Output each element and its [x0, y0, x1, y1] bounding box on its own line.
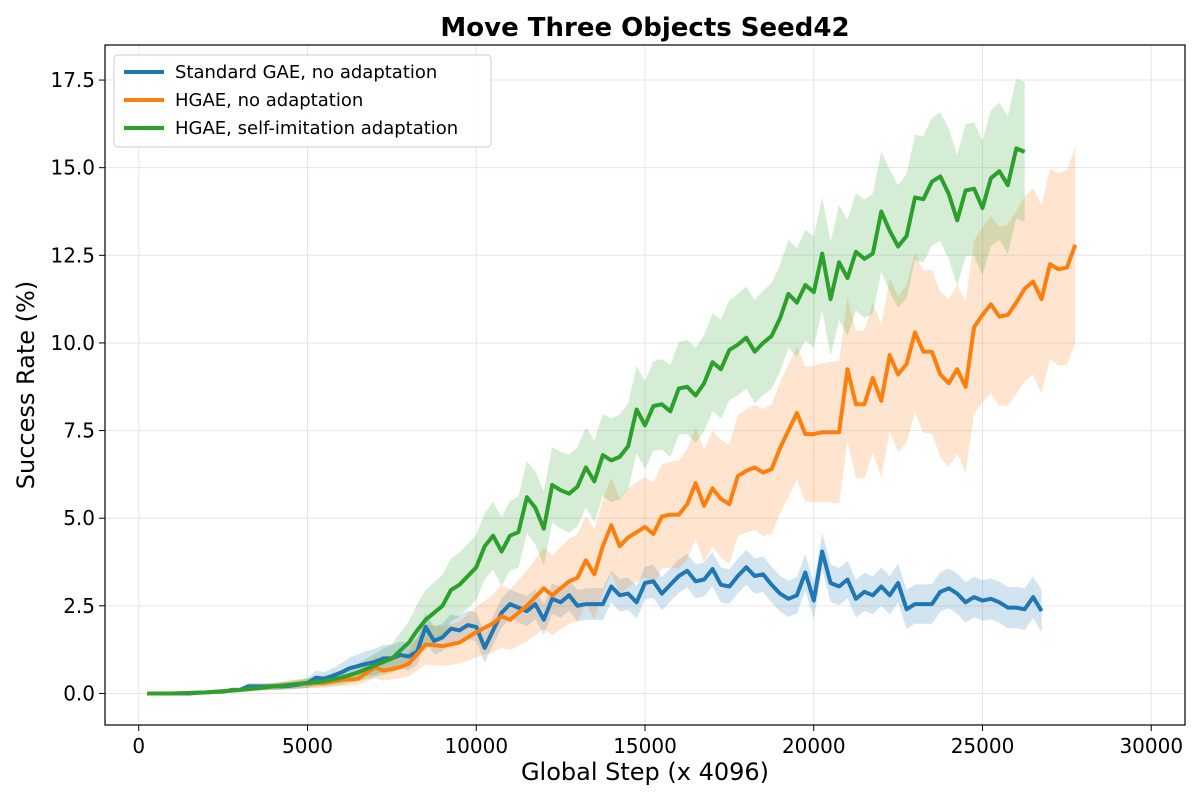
x-axis-label: Global Step (x 4096): [521, 758, 769, 786]
y-tick-label: 15.0: [50, 156, 95, 180]
x-tick-label: 0: [132, 734, 145, 758]
legend: Standard GAE, no adaptation HGAE, no ada…: [113, 54, 492, 148]
x-tick-label: 15000: [613, 734, 677, 758]
x-tick-label: 5000: [282, 734, 333, 758]
series-line-hgae: [147, 244, 1078, 696]
series-lines: [147, 146, 1078, 696]
x-axis-ticks: 0 5000 10000 15000 20000 25000 30000: [132, 725, 1183, 758]
y-axis-label: Success Rate (%): [12, 281, 40, 489]
x-tick-label: 30000: [1119, 734, 1183, 758]
band-hgae-self-imitation: [147, 78, 1025, 694]
band-hgae: [147, 146, 1076, 694]
y-tick-label: 7.5: [63, 419, 95, 443]
x-tick-label: 20000: [782, 734, 846, 758]
y-axis-ticks: 0.0 2.5 5.0 7.5 10.0 12.5 15.0 17.5: [50, 68, 105, 705]
y-tick-label: 2.5: [63, 594, 95, 618]
legend-label-hgae: HGAE, no adaptation: [175, 90, 363, 111]
legend-label-hgae-self-imitation: HGAE, self-imitation adaptation: [175, 118, 458, 139]
legend-box: [113, 54, 492, 148]
chart-title: Move Three Objects Seed42: [440, 13, 849, 43]
y-tick-label: 10.0: [50, 331, 95, 355]
y-tick-label: 12.5: [50, 243, 95, 267]
x-tick-label: 10000: [444, 734, 508, 758]
grid: [105, 45, 1185, 725]
legend-label-standard-gae: Standard GAE, no adaptation: [175, 62, 437, 83]
x-tick-label: 25000: [951, 734, 1015, 758]
y-tick-label: 0.0: [63, 681, 95, 705]
y-tick-label: 17.5: [50, 68, 95, 92]
series-line-hgae-self-imitation: [147, 146, 1026, 696]
y-tick-label: 5.0: [63, 506, 95, 530]
